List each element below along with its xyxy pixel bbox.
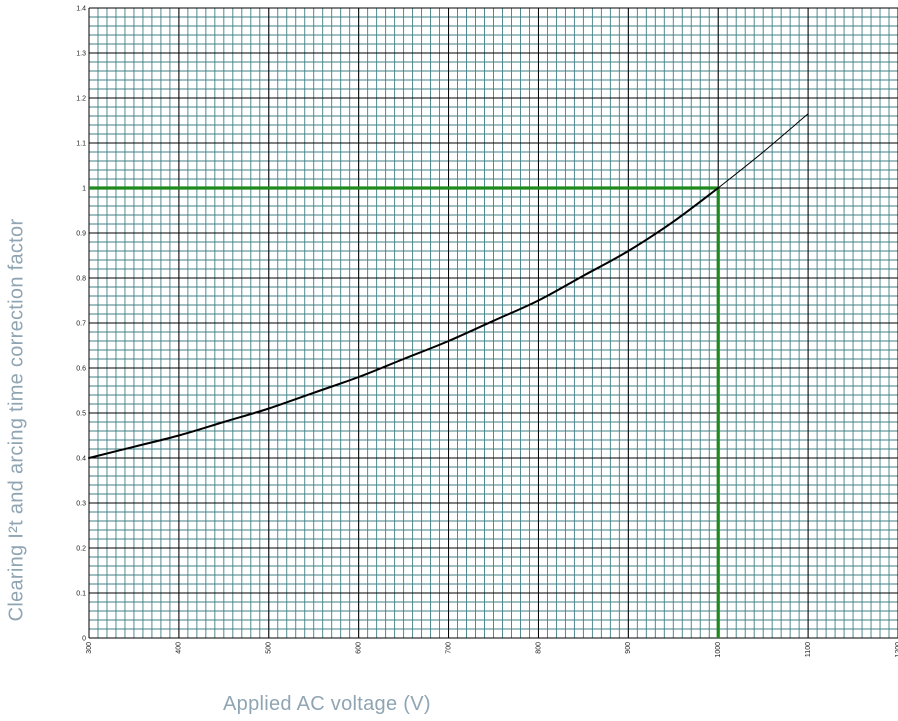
x-tick-label: 600 [356,642,363,654]
y-axis-label: Clearing I²t and arcing time correction … [5,218,28,622]
y-tick-label: 1.1 [76,141,86,148]
x-tick-label: 700 [445,642,452,654]
x-tick-labels: 300 400 500 600 700 800 900 1000 1100 1200 [86,642,898,658]
y-tick-label: 0.4 [76,456,86,463]
y-tick-label: 0.6 [76,366,86,373]
reference-lines [89,186,720,638]
x-tick-label: 1100 [805,642,812,657]
y-tick-label: 0.2 [76,546,86,553]
y-tick-label: 0.3 [76,501,86,508]
x-tick-label: 1000 [715,642,722,658]
major-grid [88,7,898,639]
y-tick-label: 1 [82,186,86,193]
series-line-extension [717,113,809,189]
y-tick-label: 0.9 [76,231,86,238]
y-tick-label: 1.2 [76,96,86,103]
y-tick-label: 0 [82,636,86,643]
x-tick-label: 300 [86,642,93,654]
series-layer [88,113,809,459]
y-axis-label-wrap: Clearing I²t and arcing time correction … [4,150,30,690]
x-tick-label: 900 [625,642,632,654]
x-tick-label: 500 [266,642,273,654]
y-tick-label: 0.5 [76,411,86,418]
x-axis-label: Applied AC voltage (V) [223,693,431,715]
y-tick-label: 0.1 [76,591,86,598]
x-tick-label: 800 [535,642,542,654]
y-tick-label: 1.4 [76,6,86,13]
y-tick-label: 0.8 [76,276,86,283]
series-line-main [88,187,720,459]
y-tick-label: 1.3 [76,51,86,58]
x-tick-label: 400 [176,642,183,654]
x-tick-label: 1200 [895,642,898,658]
y-tick-labels: 0 0.1 0.2 0.3 0.4 0.5 0.6 0.7 0.8 0.9 1 1.1 1.2 1.3 1.… [76,6,86,643]
y-tick-label: 0.7 [76,321,86,328]
